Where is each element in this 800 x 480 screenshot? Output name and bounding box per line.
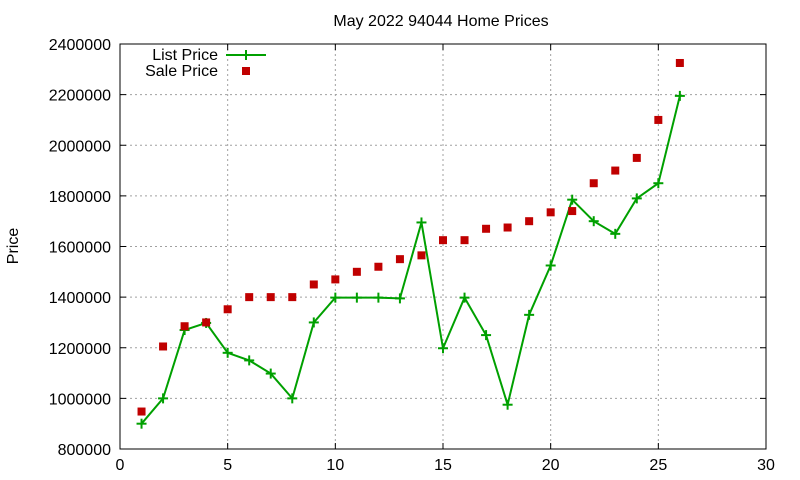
data-point-sale-price: [374, 262, 383, 271]
data-point-list-price: [438, 343, 448, 354]
axis-ticks: 800000 1000000 1200000 1400000 1600000 180000…: [49, 37, 775, 474]
data-point-list-price: [330, 292, 341, 303]
data-point-sale-price: [632, 153, 641, 162]
gridlines: [120, 44, 766, 449]
data-point-sale-price: [546, 208, 555, 217]
data-point-sale-price: [675, 58, 684, 67]
data-point-sale-price: [309, 280, 318, 289]
legend-marker-sale-price: [242, 67, 250, 75]
data-point-list-price: [351, 292, 362, 303]
series-line-list-price: [140, 95, 681, 425]
data-point-list-price: [653, 178, 664, 189]
x-tick-label: 5: [223, 457, 232, 474]
data-point-list-price: [631, 193, 642, 204]
data-point-sale-price: [395, 255, 404, 264]
data-point-sale-price: [288, 293, 297, 302]
x-tick-label: 30: [757, 457, 775, 474]
plot-series: [136, 58, 685, 429]
data-point-list-price: [502, 399, 513, 410]
y-tick-label: 2000000: [49, 138, 111, 155]
data-point-list-price: [244, 355, 255, 366]
data-point-sale-price: [180, 322, 189, 331]
data-point-list-price: [222, 347, 233, 358]
x-tick-label: 0: [116, 457, 125, 474]
data-point-list-price: [545, 260, 556, 271]
legend-label-sale-price: Sale Price: [145, 63, 218, 80]
plot-frame: [119, 43, 767, 450]
data-point-list-price: [373, 292, 384, 303]
data-point-sale-price: [654, 115, 663, 124]
data-point-list-price: [265, 368, 276, 379]
y-tick-label: 800000: [58, 442, 111, 459]
data-point-list-price: [524, 309, 535, 320]
data-point-list-price: [394, 293, 405, 304]
data-point-sale-price: [137, 407, 146, 416]
data-point-sale-price: [611, 166, 620, 175]
data-point-sale-price: [331, 275, 340, 284]
data-point-sale-price: [223, 305, 232, 314]
data-point-sale-price: [482, 224, 491, 233]
y-tick-label: 1000000: [49, 391, 111, 408]
chart-title: May 2022 94044 Home Prices: [333, 13, 548, 30]
data-point-list-price: [674, 90, 685, 101]
y-tick-label: 1400000: [49, 290, 111, 307]
legend-marker-list-price: [241, 50, 251, 60]
data-point-sale-price: [245, 293, 254, 302]
data-point-sale-price: [417, 251, 426, 260]
data-point-list-price: [588, 216, 599, 227]
data-point-sale-price: [352, 267, 361, 276]
data-point-sale-price: [460, 236, 469, 245]
legend: List Price Sale Price: [145, 47, 266, 80]
data-point-list-price: [136, 418, 147, 429]
legend-label-list-price: List Price: [152, 47, 218, 64]
data-point-sale-price: [159, 342, 168, 351]
data-point-sale-price: [266, 293, 275, 302]
data-point-list-price: [459, 292, 470, 303]
data-point-list-price: [308, 317, 319, 328]
y-tick-label: 1800000: [49, 189, 111, 206]
y-tick-label: 1200000: [49, 341, 111, 358]
y-axis-label: Price: [5, 228, 22, 265]
y-tick-label: 2400000: [49, 37, 111, 54]
data-point-sale-price: [525, 217, 534, 226]
data-point-sale-price: [439, 236, 447, 245]
data-point-sale-price: [202, 318, 211, 327]
data-point-sale-price: [503, 223, 512, 232]
data-point-list-price: [287, 393, 298, 404]
data-point-list-price: [567, 194, 578, 205]
data-point-list-price: [610, 228, 621, 239]
y-tick-label: 2200000: [49, 88, 111, 105]
data-point-list-price: [416, 217, 427, 228]
data-point-list-price: [481, 330, 492, 341]
x-tick-label: 10: [326, 457, 344, 474]
x-tick-label: 20: [542, 457, 560, 474]
y-tick-label: 1600000: [49, 240, 111, 257]
data-point-sale-price: [568, 207, 577, 216]
x-tick-label: 15: [434, 457, 452, 474]
x-tick-label: 25: [649, 457, 667, 474]
data-point-sale-price: [589, 179, 598, 188]
data-point-list-price: [158, 393, 169, 404]
